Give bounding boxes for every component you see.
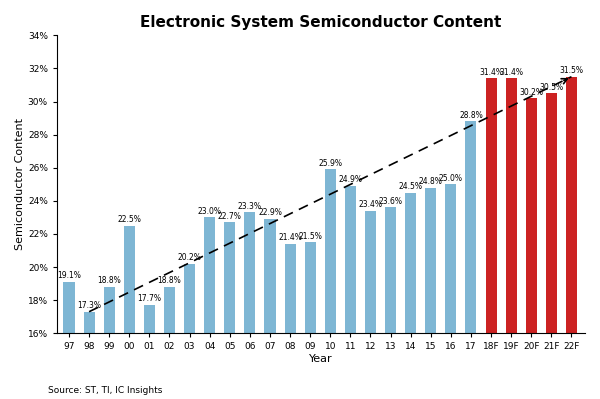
Bar [305,242,316,399]
Text: 19.1%: 19.1% [57,271,81,280]
Bar [244,212,256,399]
Text: 25.9%: 25.9% [318,159,342,168]
Text: 25.0%: 25.0% [439,174,463,183]
Text: 31.4%: 31.4% [499,68,523,77]
Bar [445,184,457,399]
Bar [485,78,497,399]
Text: 24.5%: 24.5% [398,182,422,191]
Bar [144,305,155,399]
Y-axis label: Semiconductor Content: Semiconductor Content [15,118,25,250]
Bar [265,219,275,399]
Text: 23.0%: 23.0% [197,207,221,216]
Text: 28.8%: 28.8% [459,111,483,120]
Text: 18.8%: 18.8% [158,276,181,285]
Bar [546,93,557,399]
Text: 17.7%: 17.7% [137,294,161,304]
Bar [204,217,215,399]
Text: 22.9%: 22.9% [258,208,282,217]
Text: 23.4%: 23.4% [358,200,382,209]
Bar [425,188,436,399]
Bar [526,98,537,399]
Text: 23.3%: 23.3% [238,202,262,211]
Text: 21.4%: 21.4% [278,233,302,242]
Text: 22.5%: 22.5% [118,215,141,224]
Bar [284,244,296,399]
Text: 24.9%: 24.9% [338,175,362,184]
Text: 30.5%: 30.5% [539,83,563,92]
Bar [345,186,356,399]
Bar [405,193,416,399]
Text: 24.8%: 24.8% [419,177,443,186]
Bar [325,170,336,399]
Bar [506,78,517,399]
Bar [184,264,195,399]
Text: 21.5%: 21.5% [298,231,322,241]
Bar [83,312,95,399]
Bar [566,77,577,399]
Bar [365,211,376,399]
Text: 23.6%: 23.6% [379,197,403,206]
Bar [466,121,476,399]
Text: 18.8%: 18.8% [97,276,121,285]
Text: 30.2%: 30.2% [519,87,543,97]
Text: 22.7%: 22.7% [218,212,242,221]
Text: Source: ST, TI, IC Insights: Source: ST, TI, IC Insights [48,386,163,395]
Bar [124,226,135,399]
Bar [385,207,396,399]
Title: Electronic System Semiconductor Content: Electronic System Semiconductor Content [140,15,502,30]
X-axis label: Year: Year [309,354,332,364]
Text: 17.3%: 17.3% [77,301,101,310]
Bar [164,287,175,399]
Text: 31.4%: 31.4% [479,68,503,77]
Bar [224,222,235,399]
Text: 20.2%: 20.2% [178,253,202,262]
Bar [64,282,74,399]
Text: 31.5%: 31.5% [559,66,583,75]
Bar [104,287,115,399]
